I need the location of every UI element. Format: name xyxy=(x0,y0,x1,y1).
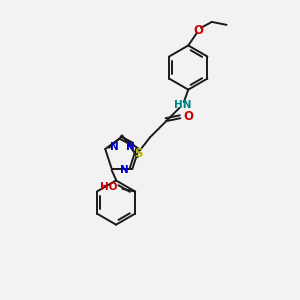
Text: O: O xyxy=(184,110,194,123)
Text: HO: HO xyxy=(100,182,118,191)
Text: N: N xyxy=(110,142,119,152)
Text: HN: HN xyxy=(174,100,191,110)
Text: N: N xyxy=(119,166,128,176)
Text: S: S xyxy=(134,147,142,160)
Text: O: O xyxy=(194,24,204,37)
Text: N: N xyxy=(126,142,135,152)
